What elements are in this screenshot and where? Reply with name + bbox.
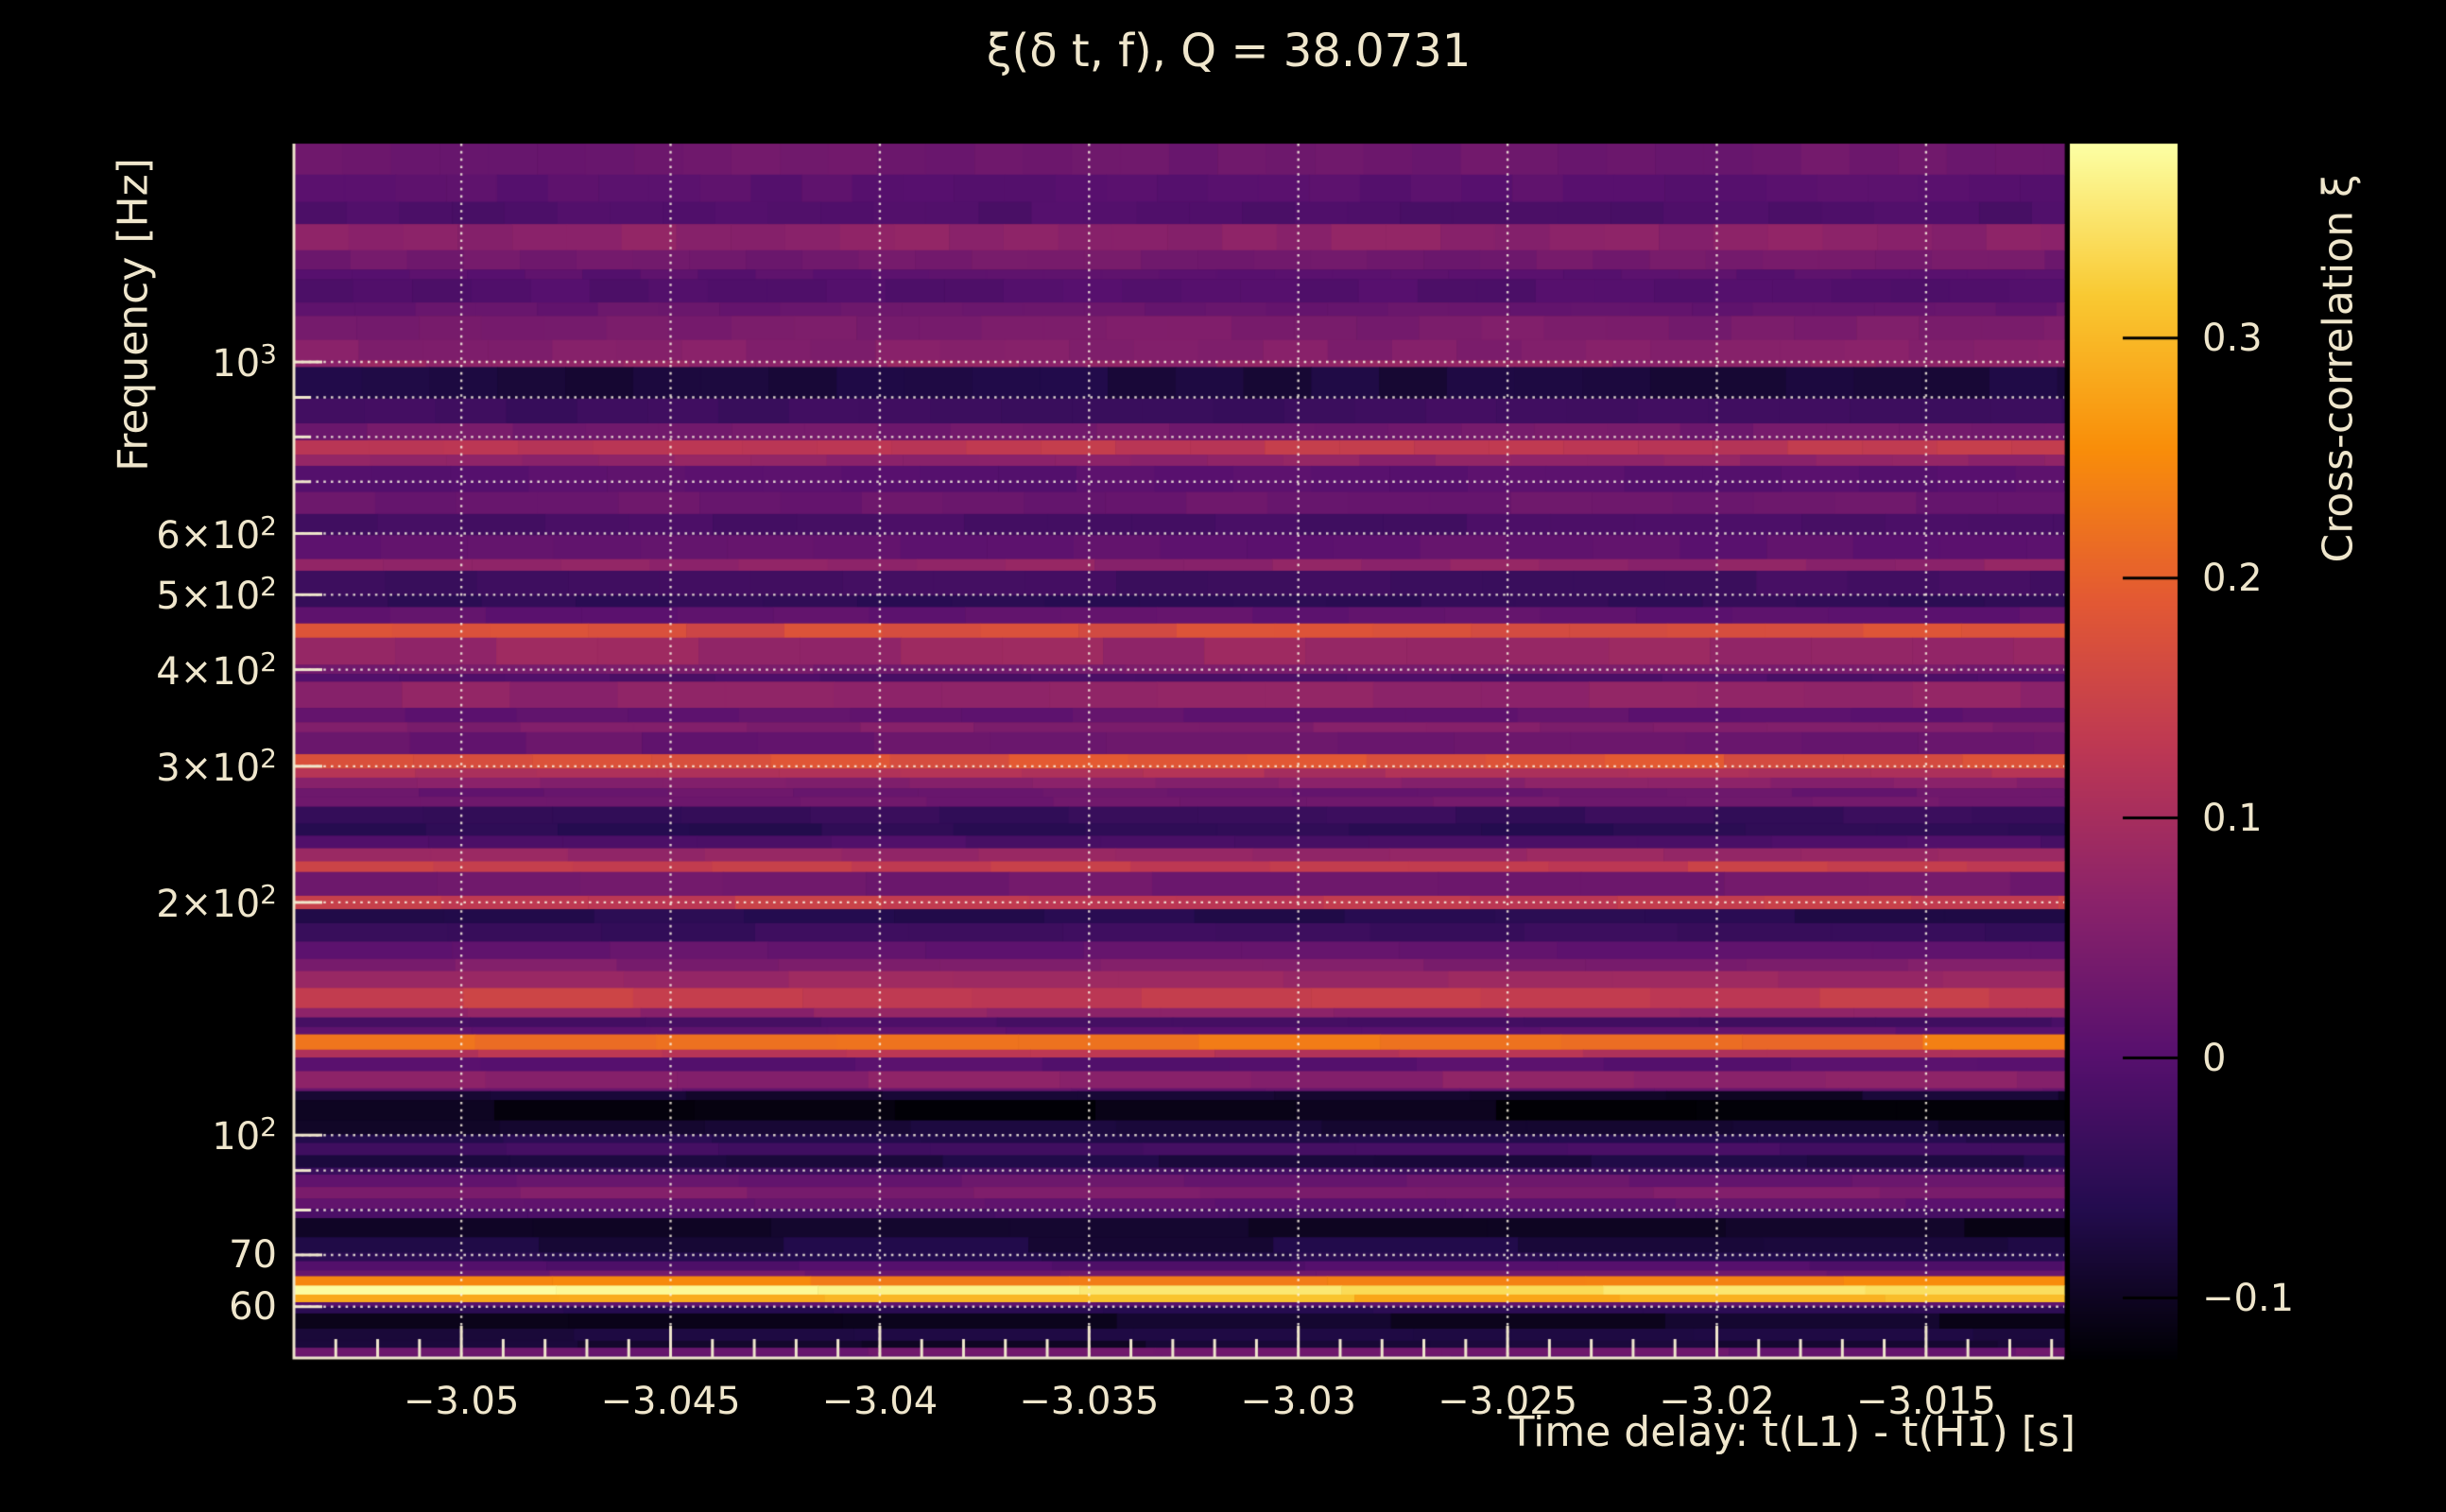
x-tick-label: −3.035	[1019, 1380, 1160, 1423]
x-tick-label: −3.045	[600, 1380, 741, 1423]
colorbar-tick-label: −0.1	[2202, 1276, 2295, 1320]
y-tick-label: 60	[229, 1284, 277, 1329]
y-axis-label: Frequency [Hz]	[109, 158, 158, 472]
y-tick-label: 2×102	[156, 878, 277, 927]
x-tick-label: −3.02	[1659, 1380, 1775, 1423]
colorbar-tick-label: 0.1	[2202, 796, 2263, 840]
y-tick-label: 70	[229, 1232, 277, 1277]
colorbar-label: Cross-correlation ξ	[2314, 174, 2363, 563]
colorbar-tick-label: 0.2	[2202, 556, 2263, 600]
x-tick-label: −3.025	[1438, 1380, 1578, 1423]
x-axis-label: Time delay: t(L1) - t(H1) [s]	[1508, 1408, 2076, 1456]
colorbar-tick-label: 0.3	[2202, 316, 2263, 360]
y-tick-label: 102	[212, 1111, 277, 1160]
y-tick-label: 103	[212, 337, 277, 387]
y-tick-label: 6×102	[156, 509, 277, 558]
x-tick-label: −3.015	[1855, 1380, 1996, 1423]
x-tick-label: −3.05	[403, 1380, 520, 1423]
plot-title: ξ(δ t, f), Q = 38.0731	[986, 25, 1472, 77]
x-tick-label: −3.04	[821, 1380, 939, 1423]
colorbar-tick-label: 0	[2202, 1036, 2227, 1080]
y-tick-label: 3×102	[156, 742, 277, 791]
x-tick-label: −3.03	[1240, 1380, 1356, 1423]
y-tick-label: 4×102	[156, 645, 277, 694]
y-tick-label: 5×102	[156, 571, 277, 619]
